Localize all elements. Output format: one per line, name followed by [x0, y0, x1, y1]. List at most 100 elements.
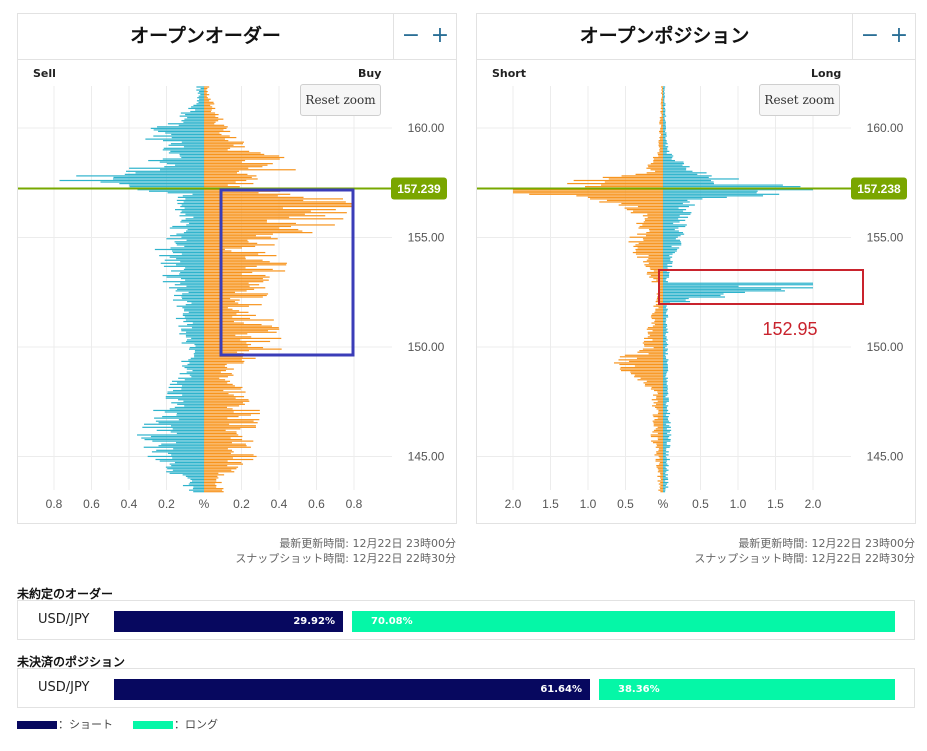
buy-bar	[204, 385, 235, 387]
long-bar	[663, 124, 666, 126]
short-bar	[620, 369, 663, 372]
short-bar	[657, 437, 663, 439]
zoom-in-button[interactable]: +	[430, 23, 450, 48]
long-bar	[663, 359, 669, 361]
sell-bar	[196, 103, 204, 105]
buy-bar	[204, 435, 243, 438]
sell-bar	[187, 228, 204, 231]
x-tick-label: 1.0	[580, 497, 597, 511]
long-bar	[663, 227, 679, 229]
sell-bar	[167, 392, 204, 395]
long-bar	[663, 94, 665, 96]
buy-bar	[204, 308, 233, 310]
buy-bar	[204, 230, 303, 232]
short-bar	[656, 465, 663, 467]
sell-bar	[192, 480, 204, 482]
sell-bar	[183, 268, 204, 271]
short-bar	[655, 406, 663, 408]
open-positions-chart: 160.00 155.00 150.00 145.00 2.0 1.5 1.0 0.5% 0.5…	[477, 86, 907, 511]
short-bar	[652, 325, 663, 327]
buy-bar	[204, 445, 247, 447]
short-bar	[653, 402, 663, 404]
sell-bar	[163, 265, 204, 267]
sell-bar	[186, 368, 204, 370]
short-bar	[648, 166, 663, 168]
short-bar	[634, 376, 663, 378]
buy-bar	[204, 258, 246, 260]
sell-bar	[181, 236, 204, 238]
short-bar	[653, 161, 663, 163]
buy-bar	[204, 383, 233, 385]
long-bar	[663, 155, 674, 157]
buy-bar	[204, 166, 263, 168]
sell-bar	[171, 133, 204, 136]
short-bar	[653, 415, 663, 418]
short-bar	[644, 385, 663, 387]
sell-bar	[190, 357, 204, 359]
sell-bar	[171, 465, 204, 467]
long-bar	[663, 377, 668, 379]
sell-bar	[187, 363, 204, 366]
zoom-in-button[interactable]: +	[889, 23, 909, 48]
buy-bar	[204, 106, 213, 108]
sell-bar	[186, 371, 204, 373]
long-bar	[663, 351, 666, 353]
sell-bar	[154, 248, 204, 251]
long-bar	[663, 443, 667, 445]
buy-bar	[204, 251, 266, 254]
long-bar	[663, 258, 671, 260]
long-bar	[663, 207, 679, 209]
buy-bar	[204, 233, 273, 235]
sell-bar	[194, 354, 204, 356]
short-bar	[651, 322, 663, 324]
long-bar	[663, 221, 680, 223]
sell-bar	[176, 412, 204, 415]
reset-zoom-button[interactable]: Reset zoom	[300, 84, 381, 116]
short-bar	[661, 104, 663, 106]
long-bar	[663, 354, 666, 356]
zoom-out-button[interactable]: −	[401, 23, 421, 48]
buy-bar	[204, 422, 258, 424]
x-tick-label: 0.8	[346, 497, 363, 511]
sell-bar	[186, 239, 204, 241]
long-bar	[663, 394, 668, 396]
sell-bar	[175, 290, 204, 292]
buy-bar	[204, 181, 236, 183]
buy-bar	[204, 209, 336, 211]
buy-bar	[204, 270, 286, 272]
long-bar	[663, 161, 684, 163]
short-bar	[629, 360, 663, 362]
long-bar	[663, 98, 665, 100]
long-bar	[663, 350, 668, 352]
sell-bar	[153, 129, 204, 131]
long-bar	[663, 290, 785, 292]
sell-bar	[147, 455, 204, 458]
short-bar	[659, 117, 663, 119]
short-bar	[656, 408, 663, 410]
sell-bar	[162, 149, 204, 151]
short-bar	[629, 236, 663, 238]
short-bar	[638, 242, 663, 244]
sell-bar	[191, 337, 204, 340]
short-bar	[602, 176, 663, 179]
sell-bar	[178, 399, 204, 401]
short-bar	[647, 333, 663, 335]
reset-zoom-button[interactable]: Reset zoom	[759, 84, 840, 116]
sell-bar	[184, 405, 204, 407]
long-bar	[663, 399, 669, 401]
long-bar	[663, 422, 671, 424]
long-bar	[663, 356, 667, 358]
sell-bar	[167, 192, 204, 194]
zoom-out-button[interactable]: −	[860, 23, 880, 48]
sell-bar	[185, 198, 204, 200]
long-bar	[663, 296, 725, 298]
buy-bar	[204, 155, 280, 157]
short-bar	[659, 123, 663, 125]
buy-bar	[204, 374, 234, 376]
buy-bar	[204, 446, 251, 448]
short-bar	[658, 489, 663, 491]
short-bar	[654, 319, 663, 321]
buy-bar	[204, 327, 279, 329]
sell-bar	[144, 438, 204, 441]
sell-bar	[177, 403, 204, 405]
